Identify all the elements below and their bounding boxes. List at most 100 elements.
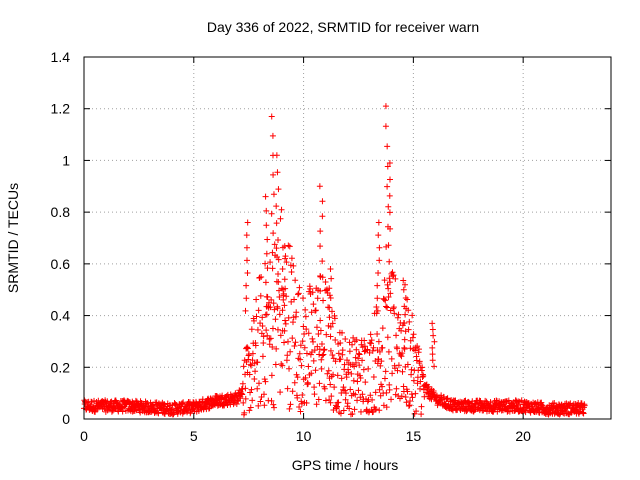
- data-point: [343, 374, 350, 381]
- data-point: [401, 303, 408, 310]
- data-point: [518, 397, 525, 404]
- data-point: [133, 407, 140, 414]
- data-point: [328, 393, 335, 400]
- data-point: [425, 383, 432, 390]
- data-point: [355, 350, 362, 357]
- data-point: [271, 241, 278, 248]
- data-point: [419, 364, 426, 371]
- data-point: [275, 270, 282, 277]
- data-point: [319, 213, 326, 220]
- data-point: [382, 103, 389, 110]
- data-point: [430, 332, 437, 339]
- data-point: [326, 396, 333, 403]
- data-point: [120, 404, 127, 411]
- data-point: [412, 390, 419, 397]
- data-point: [413, 357, 420, 364]
- data-point: [429, 326, 436, 333]
- data-point: [386, 176, 393, 183]
- data-point: [357, 375, 364, 382]
- data-point: [316, 380, 323, 387]
- data-point: [377, 362, 384, 369]
- data-point: [180, 399, 187, 406]
- data-point: [249, 350, 256, 357]
- data-point: [355, 387, 362, 394]
- data-point: [298, 362, 305, 369]
- data-point: [244, 270, 251, 277]
- data-point: [411, 410, 418, 417]
- data-point: [317, 327, 324, 334]
- data-point: [154, 409, 161, 416]
- data-point: [317, 288, 324, 295]
- data-point: [353, 346, 360, 353]
- data-point: [407, 398, 414, 405]
- data-point: [390, 272, 397, 279]
- data-point: [349, 341, 356, 348]
- data-point: [581, 402, 588, 409]
- data-point: [386, 258, 393, 265]
- data-point: [355, 355, 362, 362]
- data-point: [264, 236, 271, 243]
- data-point: [339, 329, 346, 336]
- data-point: [289, 388, 296, 395]
- data-point: [282, 320, 289, 327]
- data-point: [262, 279, 269, 286]
- grid: [84, 57, 611, 419]
- data-point: [384, 334, 391, 341]
- data-point: [429, 351, 436, 358]
- data-point: [249, 397, 256, 404]
- data-point: [273, 245, 280, 252]
- data-point: [376, 348, 383, 355]
- data-point: [337, 356, 344, 363]
- data-point: [376, 244, 383, 251]
- data-point: [374, 282, 381, 289]
- data-point: [314, 343, 321, 350]
- data-point: [395, 362, 402, 369]
- data-point: [362, 379, 369, 386]
- data-point: [367, 392, 374, 399]
- y-tick-label: 0: [62, 411, 70, 427]
- data-point: [262, 378, 269, 385]
- data-point: [243, 282, 250, 289]
- data-point: [269, 249, 276, 256]
- data-point: [385, 293, 392, 300]
- data-point: [263, 327, 270, 334]
- data-point: [327, 347, 334, 354]
- data-point: [385, 285, 392, 292]
- x-axis-label: GPS time / hours: [292, 457, 399, 473]
- data-point: [368, 337, 375, 344]
- data-point: [431, 363, 438, 370]
- data-point: [279, 265, 286, 272]
- data-point: [295, 290, 302, 297]
- data-point: [367, 331, 374, 338]
- data-point: [340, 407, 347, 414]
- data-point: [264, 332, 271, 339]
- data-point: [387, 225, 394, 232]
- data-point: [318, 341, 325, 348]
- data-point: [365, 365, 372, 372]
- data-point: [417, 378, 424, 385]
- data-point: [279, 362, 286, 369]
- data-point: [294, 374, 301, 381]
- data-point: [398, 353, 405, 360]
- data-point: [337, 339, 344, 346]
- data-point: [291, 343, 298, 350]
- data-point: [311, 347, 318, 354]
- data-point: [264, 265, 271, 272]
- data-point: [377, 392, 384, 399]
- data-point: [337, 410, 344, 417]
- data-point: [472, 401, 479, 408]
- data-point: [331, 384, 338, 391]
- data-point: [385, 242, 392, 249]
- data-point: [348, 370, 355, 377]
- y-tick-label: 1.2: [51, 101, 71, 117]
- data-point: [261, 391, 268, 398]
- data-point: [361, 337, 368, 344]
- data-point: [342, 396, 349, 403]
- data-point: [382, 297, 389, 304]
- data-point: [255, 307, 262, 314]
- data-point: [305, 380, 312, 387]
- data-point: [272, 361, 279, 368]
- y-tick-label: 0.6: [51, 256, 71, 272]
- data-point: [401, 336, 408, 343]
- data-point: [257, 320, 264, 327]
